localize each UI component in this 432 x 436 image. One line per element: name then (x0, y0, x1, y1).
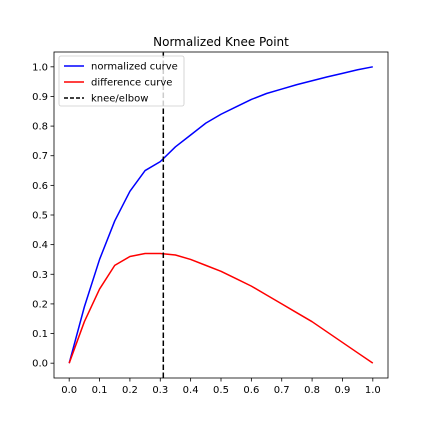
y-tick-label: 0.9 (32, 92, 48, 103)
x-tick-label: 0.1 (92, 385, 108, 396)
plot-area: 0.0 0.1 0.2 0.3 0.4 0.5 0.6 0.7 0.8 0.9 1.0 0.0 0.1 0… (32, 51, 389, 396)
y-tick-label: 0.3 (32, 270, 48, 281)
y-tick-label: 0.8 (32, 122, 48, 133)
x-tick-label: 0.4 (183, 385, 199, 396)
legend: normalized curve difference curve knee/elb… (58, 55, 185, 107)
series-line-0 (68, 66, 373, 364)
legend-label: difference curve (91, 78, 172, 89)
x-tick-label: 0.7 (274, 385, 290, 396)
x-tick-label: 0.6 (243, 385, 259, 396)
x-tick-label: 0.8 (304, 385, 320, 396)
y-tick-label: 0.5 (32, 211, 48, 222)
y-tick-label: 0.0 (32, 359, 48, 370)
x-tick-label: 0.9 (335, 385, 351, 396)
legend-box (58, 55, 185, 107)
y-tick-label: 1.0 (32, 62, 48, 73)
series-line-1 (68, 252, 374, 364)
chart-title: Normalized Knee Point (153, 35, 289, 49)
x-tick-label: 0.0 (61, 385, 77, 396)
y-tick-label: 0.2 (32, 299, 48, 310)
y-tick-label: 0.7 (32, 151, 48, 162)
legend-label: normalized curve (91, 62, 178, 73)
x-tick-label: 0.3 (152, 385, 168, 396)
legend-label: knee/elbow (91, 94, 148, 105)
y-tick-label: 0.4 (32, 240, 48, 251)
y-tick-label: 0.6 (32, 181, 48, 192)
x-tick-label: 0.2 (122, 385, 138, 396)
x-tick-label: 1.0 (365, 385, 381, 396)
x-tick-label: 0.5 (213, 385, 229, 396)
y-tick-label: 0.1 (32, 329, 48, 340)
